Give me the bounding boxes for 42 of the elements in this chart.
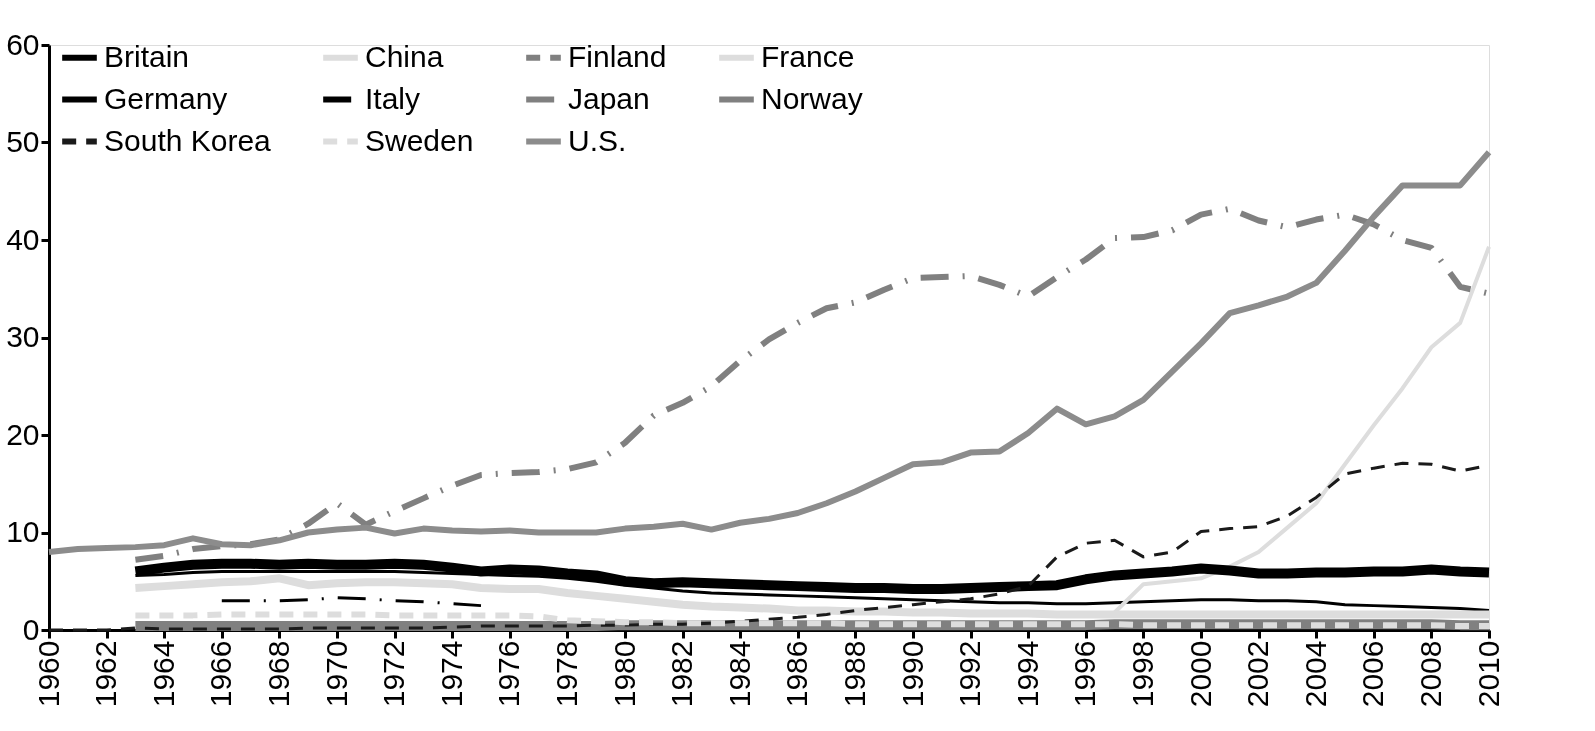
x-tick-label: 2004 bbox=[1298, 640, 1332, 708]
x-tick-label: 1982 bbox=[665, 640, 699, 708]
y-tick-label: 30 bbox=[6, 320, 40, 353]
x-tick-label: 1984 bbox=[722, 640, 756, 708]
y-tick-label: 20 bbox=[6, 417, 40, 451]
x-tick-label: 1992 bbox=[953, 640, 987, 708]
x-tick-label: 1998 bbox=[1125, 640, 1159, 708]
x-tick-label: 1978 bbox=[549, 640, 583, 708]
legend-label: South Korea bbox=[104, 123, 272, 157]
x-tick-label: 1968 bbox=[261, 640, 295, 708]
y-tick-label: 60 bbox=[6, 27, 40, 61]
legend-label: Japan bbox=[568, 81, 650, 115]
x-tick-label: 1966 bbox=[204, 640, 238, 708]
legend-label: Norway bbox=[761, 81, 863, 115]
legend-label: China bbox=[365, 39, 444, 73]
x-tick-label: 1994 bbox=[1010, 640, 1044, 708]
x-tick-label: 1970 bbox=[319, 640, 353, 708]
x-tick-label: 1986 bbox=[780, 640, 814, 708]
x-tick-label: 2008 bbox=[1413, 640, 1447, 708]
legend-label: U.S. bbox=[568, 123, 627, 157]
x-tick-label: 1980 bbox=[607, 640, 641, 708]
x-tick-label: 2000 bbox=[1183, 640, 1217, 708]
legend-label: Britain bbox=[104, 39, 190, 73]
legend-label: Finland bbox=[568, 39, 667, 73]
x-tick-label: 1972 bbox=[377, 640, 411, 708]
y-tick-label: 50 bbox=[6, 125, 40, 158]
x-tick-label: 1974 bbox=[434, 640, 468, 708]
x-tick-label: 1964 bbox=[146, 640, 180, 708]
x-tick-label: 2002 bbox=[1241, 640, 1275, 708]
x-tick-label: 2010 bbox=[1471, 640, 1505, 708]
x-tick-label: 1990 bbox=[895, 640, 929, 708]
x-tick-label: 1976 bbox=[492, 640, 526, 708]
legend-label: Sweden bbox=[365, 123, 474, 157]
y-tick-label: 10 bbox=[6, 515, 40, 548]
legend-label: Germany bbox=[104, 81, 228, 115]
x-tick-label: 1962 bbox=[89, 640, 123, 708]
legend-label: France bbox=[761, 39, 855, 73]
y-tick-label: 40 bbox=[6, 222, 40, 256]
legend-label: Italy bbox=[365, 81, 421, 115]
x-tick-label: 2006 bbox=[1356, 640, 1390, 708]
x-tick-label: 1996 bbox=[1068, 640, 1102, 708]
x-tick-label: 1988 bbox=[837, 640, 871, 708]
